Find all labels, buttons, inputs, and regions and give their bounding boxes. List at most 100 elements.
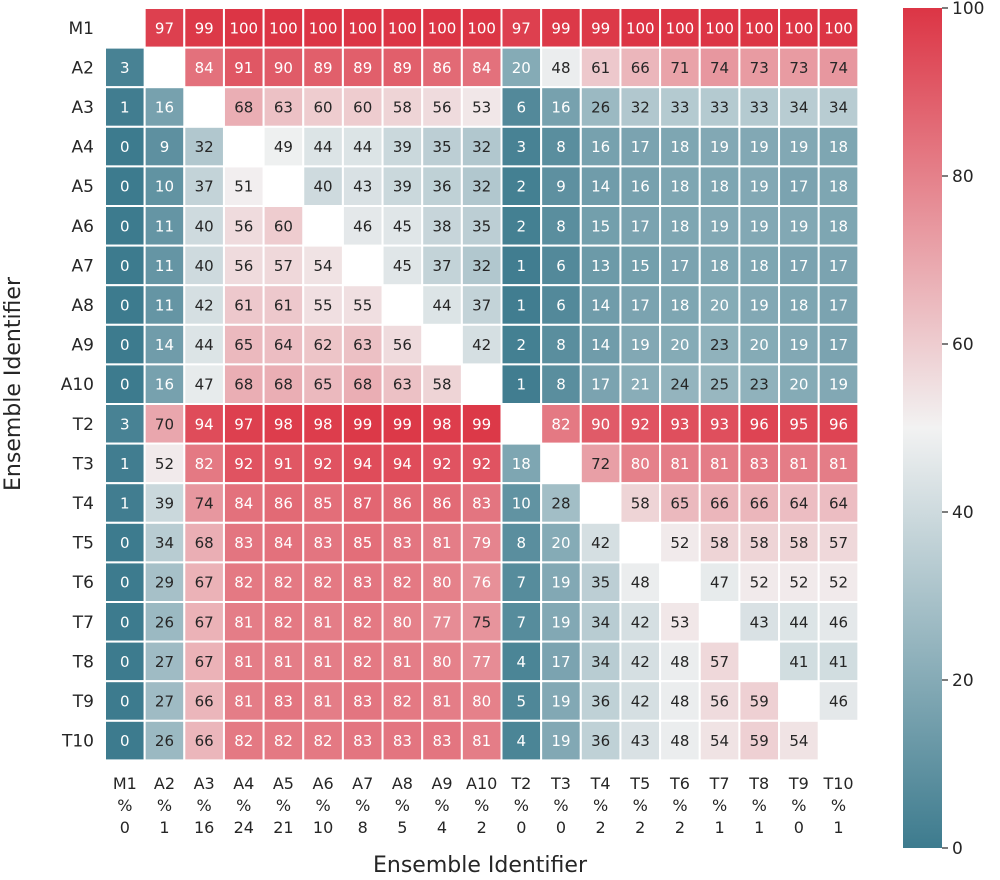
row-label: A2 — [72, 58, 94, 78]
cell-value-label: 42 — [631, 613, 650, 631]
heatmap-cell — [143, 403, 186, 445]
cell-value-label: 18 — [670, 217, 689, 235]
heatmap-cell — [222, 165, 265, 207]
cell-value-label: 32 — [472, 138, 491, 156]
column-percent-symbol: % — [236, 796, 251, 815]
heatmap-cell — [500, 125, 543, 168]
cell-value-label: 66 — [195, 732, 214, 750]
heatmap-cell — [421, 363, 463, 405]
column-label: A2 — [154, 774, 175, 793]
cell-value-label: 1 — [517, 297, 527, 315]
heatmap-cell — [698, 125, 741, 168]
column-percent-symbol: % — [791, 796, 806, 815]
cell-value-label: 33 — [670, 99, 689, 117]
cell-value-label: 67 — [195, 613, 214, 631]
cell-value-label: 95 — [789, 415, 808, 433]
cell-value-label: 82 — [353, 653, 372, 671]
cell-value-label: 92 — [631, 415, 650, 433]
cell-value-label: 61 — [274, 297, 293, 315]
cell-value-label: 90 — [274, 59, 293, 77]
cell-value-label: 42 — [195, 297, 214, 315]
cell-value-label: 66 — [195, 693, 214, 711]
column-percent-symbol: % — [514, 796, 529, 815]
heatmap-cell — [817, 323, 860, 366]
cell-value-label: 34 — [829, 99, 848, 117]
cell-value-label: 53 — [472, 99, 491, 117]
heatmap-cell — [619, 125, 662, 168]
cell-value-label: 42 — [591, 534, 610, 552]
cell-value-label: 18 — [829, 178, 848, 196]
column-label: T5 — [629, 774, 650, 793]
heatmap-cell — [817, 205, 860, 247]
row-label: T10 — [61, 732, 94, 752]
heatmap-cell — [421, 7, 463, 49]
cell-value-label: 81 — [710, 455, 729, 473]
cell-value-label: 83 — [432, 732, 451, 750]
column-label: A6 — [313, 774, 334, 793]
heatmap-cell — [778, 521, 820, 564]
cell-value-label: 44 — [432, 297, 451, 315]
cell-value-label: 81 — [432, 534, 451, 552]
cell-value-label: 24 — [670, 376, 689, 394]
heatmap-cell — [222, 323, 265, 366]
heatmap-cell — [341, 165, 384, 207]
cell-value-label: 11 — [155, 217, 174, 235]
column-label: A7 — [352, 774, 373, 793]
cell-value-label: 10 — [512, 495, 531, 513]
cell-value-label: 34 — [155, 534, 174, 552]
cell-value-label: 8 — [556, 376, 566, 394]
cell-value-label: 17 — [551, 653, 570, 671]
cell-value-label: 0 — [120, 574, 130, 592]
cell-value-label: 9 — [556, 178, 566, 196]
heatmap-cell — [817, 125, 860, 168]
heatmap-cell — [738, 680, 781, 722]
heatmap-cell — [778, 403, 820, 445]
cell-value-label: 82 — [234, 574, 253, 592]
cell-value-label: 25 — [710, 376, 729, 394]
column-percent-value: 24 — [234, 818, 254, 837]
cell-value-label: 60 — [274, 217, 293, 235]
cell-value-label: 19 — [631, 336, 650, 354]
cell-value-label: 37 — [195, 178, 214, 196]
cell-value-label: 82 — [274, 613, 293, 631]
cell-value-label: 17 — [829, 257, 848, 275]
cell-value-label: 83 — [353, 693, 372, 711]
heatmap-cell — [817, 363, 860, 405]
cell-value-label: 18 — [829, 217, 848, 235]
heatmap-cell — [738, 403, 781, 445]
cell-value-label: 58 — [750, 534, 769, 552]
heatmap-cell — [619, 601, 662, 643]
cell-value-label: 17 — [631, 297, 650, 315]
heatmap-cell — [302, 46, 344, 89]
heatmap-cell — [817, 601, 860, 643]
cell-value-label: 7 — [517, 613, 527, 631]
column-percent-symbol: % — [831, 796, 846, 815]
cell-value-label: 100 — [666, 19, 695, 37]
cell-value-label: 70 — [155, 415, 174, 433]
cell-value-label: 43 — [750, 613, 769, 631]
cell-value-label: 17 — [789, 257, 808, 275]
heatmap-cell — [104, 442, 146, 485]
cell-value-label: 8 — [556, 217, 566, 235]
column-percent-value: 0 — [556, 818, 566, 837]
row-label: A3 — [72, 98, 94, 118]
colorbar-tick-label: 60 — [952, 335, 974, 355]
heatmap-cell — [738, 165, 781, 207]
heatmap-cell — [540, 719, 582, 762]
cell-value-label: 19 — [551, 693, 570, 711]
cell-value-label: 52 — [829, 574, 848, 592]
cell-value-label: 92 — [472, 455, 491, 473]
cell-value-label: 82 — [393, 574, 412, 592]
cell-value-label: 7 — [517, 574, 527, 592]
cell-value-label: 83 — [393, 534, 412, 552]
heatmap-cell — [262, 561, 305, 604]
cell-value-label: 32 — [195, 138, 214, 156]
cell-value-label: 83 — [234, 534, 253, 552]
cell-value-label: 36 — [591, 732, 610, 750]
heatmap-cell — [381, 601, 424, 643]
heatmap-cell — [143, 7, 186, 49]
cell-value-label: 86 — [432, 495, 451, 513]
cell-value-label: 49 — [274, 138, 293, 156]
cell-value-label: 83 — [472, 495, 491, 513]
cell-value-label: 17 — [829, 297, 848, 315]
